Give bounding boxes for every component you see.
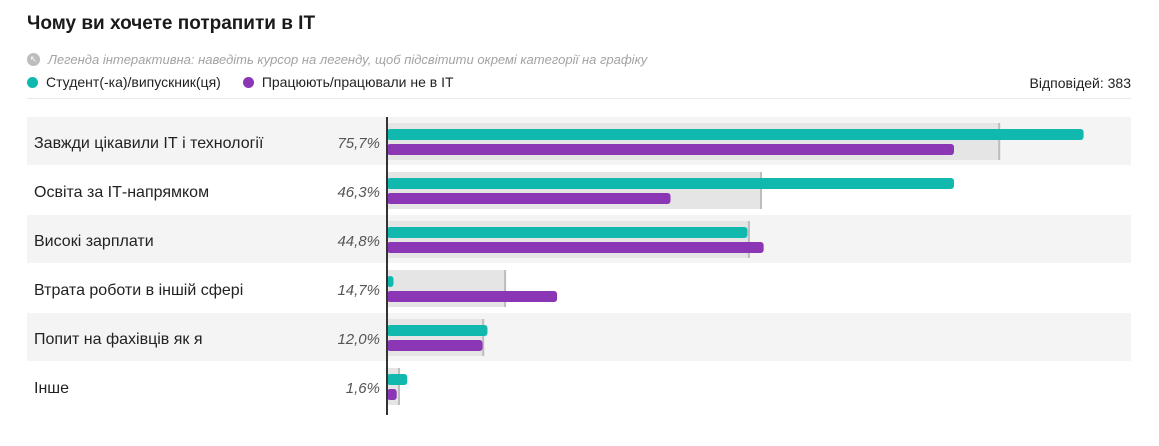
legend-dot-students [27, 76, 38, 88]
total-bar-edge-5 [397, 368, 400, 405]
bar-series0-5 [387, 374, 408, 385]
responses-count: Відповідей: 383 [1029, 75, 1131, 91]
bar-series0-0 [387, 129, 1084, 140]
bar-series0-4 [387, 325, 488, 336]
bar-series1-2 [387, 242, 764, 253]
header-divider [27, 98, 1131, 99]
category-label-5: Інше [34, 380, 69, 397]
category-label-0: Завжди цікавили ІТ і технології [34, 135, 264, 152]
total-bar-edge-3 [504, 270, 507, 307]
bar-series1-5 [387, 389, 397, 400]
category-label-4: Попит на фахівців як я [34, 331, 203, 348]
total-label-4: 12,0% [337, 331, 380, 348]
total-bar-edge-0 [998, 123, 1001, 160]
total-bar-edge-4 [482, 319, 485, 356]
bar-series1-1 [387, 193, 671, 204]
legend-hint: ↖ Легенда інтерактивна: наведіть курсор … [27, 52, 647, 67]
total-label-0: 75,7% [337, 135, 380, 152]
category-label-3: Втрата роботи в іншій сфері [34, 282, 243, 299]
legend-label-students: Студент(-ка)/випускник(ця) [46, 74, 221, 90]
bar-series1-4 [387, 340, 483, 351]
legend: Студент(-ка)/випускник(ця) Працюють/прац… [27, 74, 476, 90]
bar-series0-1 [387, 178, 954, 189]
total-label-5: 1,6% [346, 380, 380, 397]
chart-title: Чому ви хочете потрапити в ІТ [27, 13, 316, 34]
bar-series0-3 [387, 276, 394, 287]
total-bar-edge-2 [747, 221, 750, 258]
category-label-1: Освіта за ІТ-напрямком [34, 184, 209, 201]
total-label-1: 46,3% [337, 184, 380, 201]
total-label-2: 44,8% [337, 233, 380, 250]
legend-item-students[interactable]: Студент(-ка)/випускник(ця) [27, 74, 221, 90]
total-label-3: 14,7% [337, 282, 380, 299]
bar-series0-2 [387, 227, 748, 238]
legend-hint-text: Легенда інтерактивна: наведіть курсор на… [48, 52, 648, 67]
legend-item-non-it[interactable]: Працюють/працювали не в ІТ [242, 74, 454, 90]
row-stripe-4 [27, 313, 1131, 361]
legend-label-non-it: Працюють/працювали не в ІТ [261, 74, 454, 90]
cursor-icon: ↖ [27, 53, 40, 66]
bar-series1-3 [387, 291, 558, 302]
legend-dot-non-it [242, 76, 254, 88]
bar-series1-0 [387, 144, 954, 155]
category-label-2: Високі зарплати [34, 233, 154, 250]
total-bar-edge-1 [760, 172, 763, 209]
